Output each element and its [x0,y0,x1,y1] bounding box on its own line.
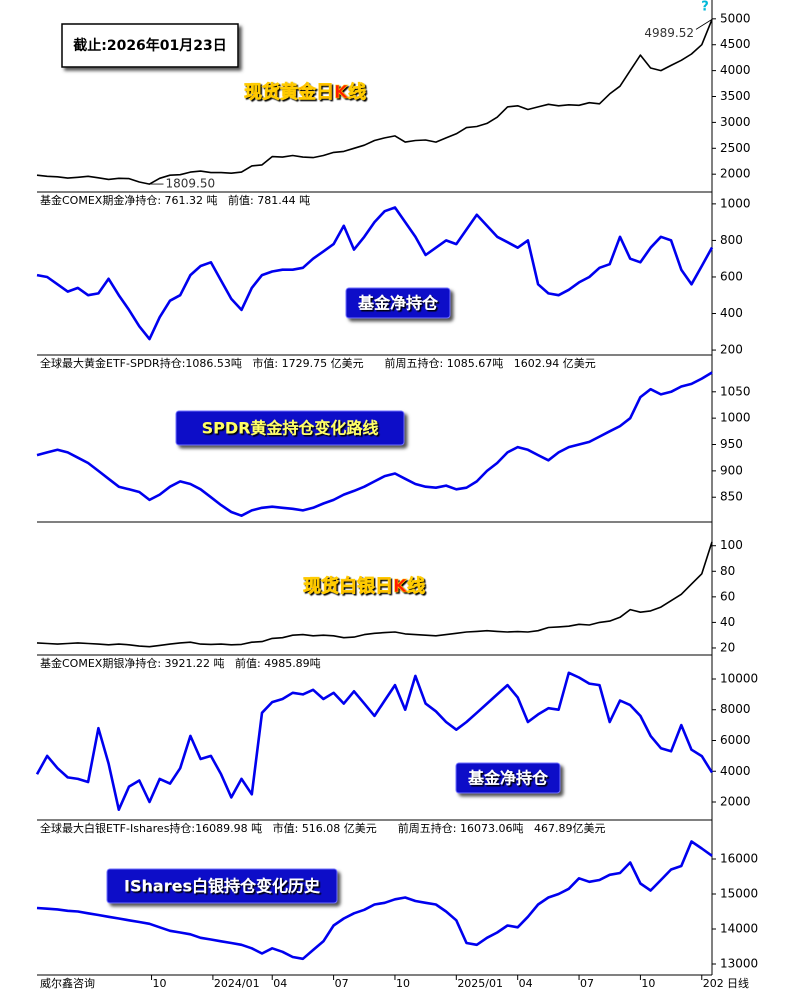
y-tick-label: 4000 [720,63,751,77]
y-tick-label: 900 [720,463,743,477]
annotation: 1809.50 [166,177,216,191]
help-icon[interactable]: ? [701,0,709,15]
source-label: 威尔鑫咨询 [40,976,95,990]
date-box [61,23,239,68]
x-tick-label: 04 [273,977,287,990]
y-tick-label: 40 [720,615,735,629]
y-tick-label: 850 [720,490,743,504]
y-tick-label: 6000 [720,733,751,747]
y-tick-label: 400 [720,306,743,320]
y-tick-label: 100 [720,538,743,552]
x-tick-label: 2025/01 [457,977,503,990]
y-tick-label: 13000 [720,957,758,971]
y-tick-label: 80 [720,564,735,578]
y-tick-label: 600 [720,269,743,283]
panel-header: 全球最大白银ETF-Ishares持仓:16089.98 吨 市值: 516.0… [40,821,605,835]
annotation: 4989.52 [644,26,694,40]
panel-label-box [345,287,451,319]
y-tick-label: 3500 [720,89,751,103]
x-tick-label: 10 [396,977,410,990]
y-tick-label: 2000 [720,795,751,809]
x-tick-label: 10 [153,977,167,990]
series-line [36,371,713,517]
annotation-leader [695,19,713,30]
panel-label-box [175,410,405,446]
y-tick-label: 1050 [720,384,751,398]
y-tick-label: 200 [720,343,743,357]
x-tick-label: 10 [641,977,655,990]
series-line [35,671,714,811]
x-tick-label: 2024/01 [214,977,260,990]
y-tick-label: 16000 [720,851,758,865]
panel-label: 现货白银日K线 [303,575,425,597]
y-tick-label: 4000 [720,764,751,778]
panel-label-box [455,762,561,794]
y-tick-label: 4500 [720,37,751,51]
y-tick-label: 20 [720,640,735,654]
panel-label-box [106,868,338,904]
x-tick-label: 04 [519,977,533,990]
y-tick-label: 60 [720,589,735,603]
panel-label: 基金净持仓 [467,769,549,788]
panel-label: 现货黄金日K线 [244,81,366,103]
series-line [36,206,714,341]
y-tick-label: 3000 [720,115,751,129]
y-tick-label: 1000 [720,196,751,210]
panel-header: 基金COMEX期金净持仓: 761.32 吨 前值: 781.44 吨 [40,193,310,207]
x-tick-label: 07 [335,977,349,990]
series-line [36,541,713,648]
y-tick-label: 10000 [720,671,758,685]
y-tick-label: 1000 [720,411,751,425]
y-tick-label: 950 [720,437,743,451]
x-tick-label: 202 [703,977,724,990]
y-tick-label: 2000 [720,167,751,181]
timeframe-label: 日线 [727,976,749,990]
panel-label: IShares白银持仓变化历史 [124,877,321,896]
y-tick-label: 14000 [720,922,758,936]
series-line [36,840,713,961]
y-tick-label: 800 [720,233,743,247]
x-tick-label: 07 [580,977,594,990]
y-tick-label: 8000 [720,702,751,716]
panel-header: 全球最大黄金ETF-SPDR持仓:1086.53吨 市值: 1729.75 亿美… [40,356,596,370]
panel-header: 基金COMEX期银净持仓: 3921.22 吨 前值: 4985.89吨 [40,656,321,670]
y-tick-label: 2500 [720,141,751,155]
y-tick-label: 15000 [720,887,758,901]
panel-label: 基金净持仓 [357,294,439,313]
panel-label: SPDR黄金持仓变化路线 [202,419,379,438]
y-tick-label: 5000 [720,11,751,25]
date-label: 截止:2026年01月23日 [73,37,227,54]
